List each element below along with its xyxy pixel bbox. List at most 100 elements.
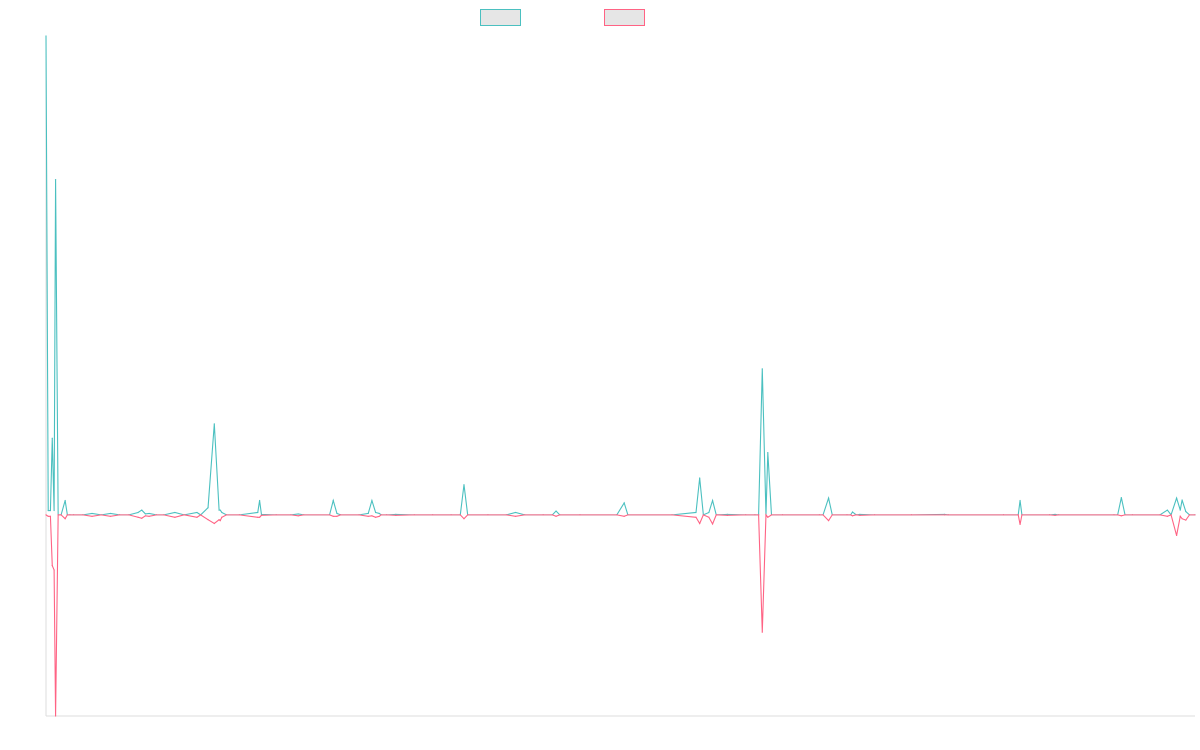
- data-point[interactable]: [260, 513, 263, 515]
- data-point[interactable]: [213, 423, 215, 425]
- data-point[interactable]: [702, 514, 704, 516]
- data-point[interactable]: [623, 502, 625, 504]
- data-point[interactable]: [616, 514, 618, 516]
- data-point[interactable]: [579, 514, 581, 516]
- data-point[interactable]: [711, 523, 714, 525]
- data-point[interactable]: [859, 514, 861, 516]
- data-point[interactable]: [137, 511, 139, 514]
- data-point[interactable]: [715, 514, 717, 516]
- data-point[interactable]: [213, 522, 215, 525]
- data-point[interactable]: [358, 514, 360, 516]
- data-point[interactable]: [49, 509, 52, 512]
- data-point[interactable]: [196, 511, 198, 514]
- data-point[interactable]: [699, 477, 701, 479]
- data-point[interactable]: [467, 514, 469, 516]
- data-point[interactable]: [69, 514, 71, 516]
- data-point[interactable]: [259, 516, 261, 518]
- data-point[interactable]: [47, 509, 49, 512]
- data-point[interactable]: [1131, 514, 1133, 516]
- data-point[interactable]: [378, 515, 380, 517]
- data-point[interactable]: [73, 514, 75, 516]
- data-point[interactable]: [1017, 514, 1019, 516]
- data-point[interactable]: [60, 514, 62, 516]
- data-point[interactable]: [332, 515, 334, 517]
- data-point[interactable]: [137, 516, 139, 518]
- data-point[interactable]: [148, 515, 150, 517]
- data-point[interactable]: [303, 514, 305, 516]
- data-point[interactable]: [827, 520, 830, 522]
- data-point[interactable]: [53, 569, 55, 571]
- data-point[interactable]: [45, 35, 47, 37]
- data-point[interactable]: [1175, 497, 1178, 499]
- data-point[interactable]: [623, 515, 625, 517]
- data-point[interactable]: [340, 514, 342, 516]
- data-point[interactable]: [141, 517, 143, 519]
- data-point[interactable]: [524, 514, 526, 516]
- data-point[interactable]: [375, 516, 377, 518]
- data-point[interactable]: [290, 514, 292, 516]
- data-point[interactable]: [128, 514, 130, 516]
- data-point[interactable]: [91, 515, 93, 517]
- data-point[interactable]: [219, 520, 221, 522]
- data-point[interactable]: [51, 437, 53, 439]
- data-point[interactable]: [1054, 514, 1056, 516]
- data-point[interactable]: [1185, 510, 1187, 513]
- data-point[interactable]: [695, 511, 697, 514]
- data-point[interactable]: [183, 514, 185, 516]
- data-point[interactable]: [367, 515, 369, 517]
- data-point[interactable]: [1058, 514, 1060, 516]
- data-point[interactable]: [100, 514, 102, 516]
- data-point[interactable]: [1120, 515, 1122, 517]
- data-point[interactable]: [380, 514, 382, 516]
- data-point[interactable]: [47, 515, 49, 517]
- data-point[interactable]: [1179, 515, 1181, 517]
- data-point[interactable]: [761, 368, 763, 370]
- data-point[interactable]: [1179, 509, 1181, 511]
- data-point[interactable]: [1170, 514, 1172, 516]
- data-point[interactable]: [332, 499, 334, 502]
- data-point[interactable]: [328, 514, 331, 516]
- data-point[interactable]: [551, 514, 553, 516]
- data-point[interactable]: [559, 514, 561, 516]
- data-point[interactable]: [781, 514, 784, 516]
- data-point[interactable]: [859, 513, 861, 515]
- data-point[interactable]: [1185, 519, 1187, 521]
- data-point[interactable]: [1054, 513, 1056, 515]
- data-point[interactable]: [109, 515, 112, 517]
- legend-swatch-pink-series[interactable]: [604, 9, 645, 26]
- data-point[interactable]: [1166, 509, 1168, 511]
- data-point[interactable]: [196, 516, 198, 518]
- data-point[interactable]: [1002, 514, 1005, 516]
- data-point[interactable]: [1113, 514, 1115, 516]
- data-point[interactable]: [371, 515, 373, 517]
- data-point[interactable]: [767, 452, 769, 454]
- data-point[interactable]: [260, 514, 263, 516]
- data-point[interactable]: [174, 516, 176, 518]
- data-point[interactable]: [413, 514, 415, 516]
- data-point[interactable]: [542, 514, 544, 516]
- data-point[interactable]: [200, 514, 202, 516]
- data-point[interactable]: [822, 514, 824, 516]
- data-point[interactable]: [1048, 514, 1051, 516]
- data-point[interactable]: [463, 518, 465, 520]
- data-point[interactable]: [91, 512, 93, 515]
- data-point[interactable]: [1120, 497, 1122, 499]
- data-point[interactable]: [711, 499, 714, 502]
- data-point[interactable]: [758, 514, 760, 516]
- data-point[interactable]: [221, 511, 223, 514]
- data-point[interactable]: [745, 514, 747, 516]
- data-point[interactable]: [505, 514, 507, 516]
- data-point[interactable]: [846, 514, 848, 516]
- data-point[interactable]: [109, 512, 112, 515]
- data-point[interactable]: [144, 513, 147, 515]
- data-point[interactable]: [555, 515, 557, 517]
- data-point[interactable]: [378, 512, 380, 515]
- data-point[interactable]: [450, 514, 452, 516]
- data-point[interactable]: [207, 519, 209, 521]
- data-point[interactable]: [53, 509, 55, 512]
- series-line-pink[interactable]: [45, 513, 1195, 717]
- data-point[interactable]: [726, 514, 728, 516]
- data-point[interactable]: [1175, 534, 1178, 537]
- data-point[interactable]: [1166, 515, 1168, 517]
- data-point[interactable]: [831, 514, 833, 516]
